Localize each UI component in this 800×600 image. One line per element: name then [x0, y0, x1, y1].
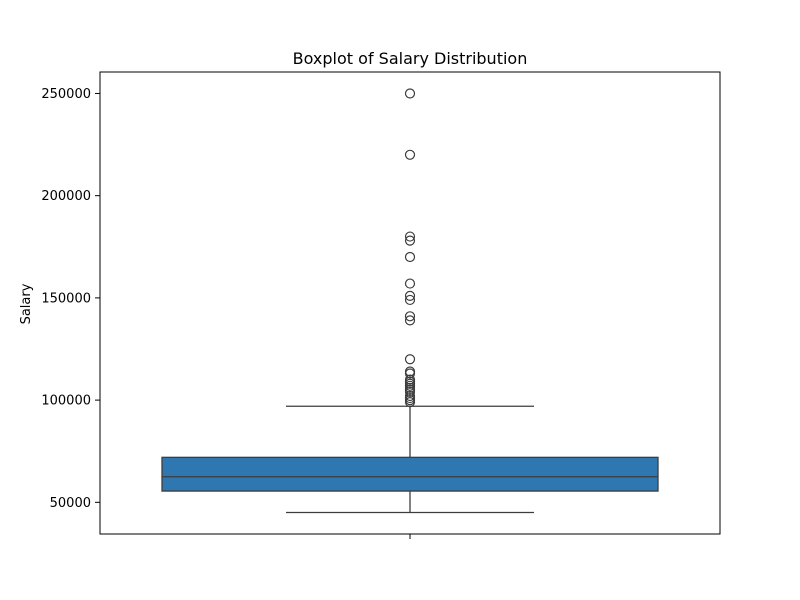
outlier-point: [404, 374, 416, 385]
y-axis-ticks: 50000 100000 150000 200000 250000: [41, 87, 100, 511]
outlier-point: [404, 294, 416, 306]
outlier-point: [404, 231, 416, 242]
outlier-point: [404, 251, 416, 263]
iqr-box: [161, 456, 659, 492]
y-tick-label: 100000: [41, 394, 91, 409]
plot-area: [161, 88, 659, 514]
outlier-point: [404, 390, 416, 402]
y-tick-label: 200000: [41, 189, 91, 204]
outlier-point: [404, 311, 416, 322]
y-tick-label: 250000: [41, 87, 91, 102]
outlier-point: [404, 315, 416, 326]
outlier-point: [404, 235, 416, 246]
chart-title: Boxplot of Salary Distribution: [293, 49, 528, 68]
y-tick-label: 150000: [41, 291, 91, 306]
outlier-point: [404, 366, 416, 377]
y-axis-label: Salary: [19, 283, 34, 324]
outlier-point: [404, 149, 416, 160]
outlier-point: [404, 278, 416, 289]
outlier-point: [404, 88, 416, 99]
outlier-point: [404, 354, 416, 365]
y-tick-label: 50000: [50, 496, 91, 511]
outlier-point: [404, 290, 416, 301]
